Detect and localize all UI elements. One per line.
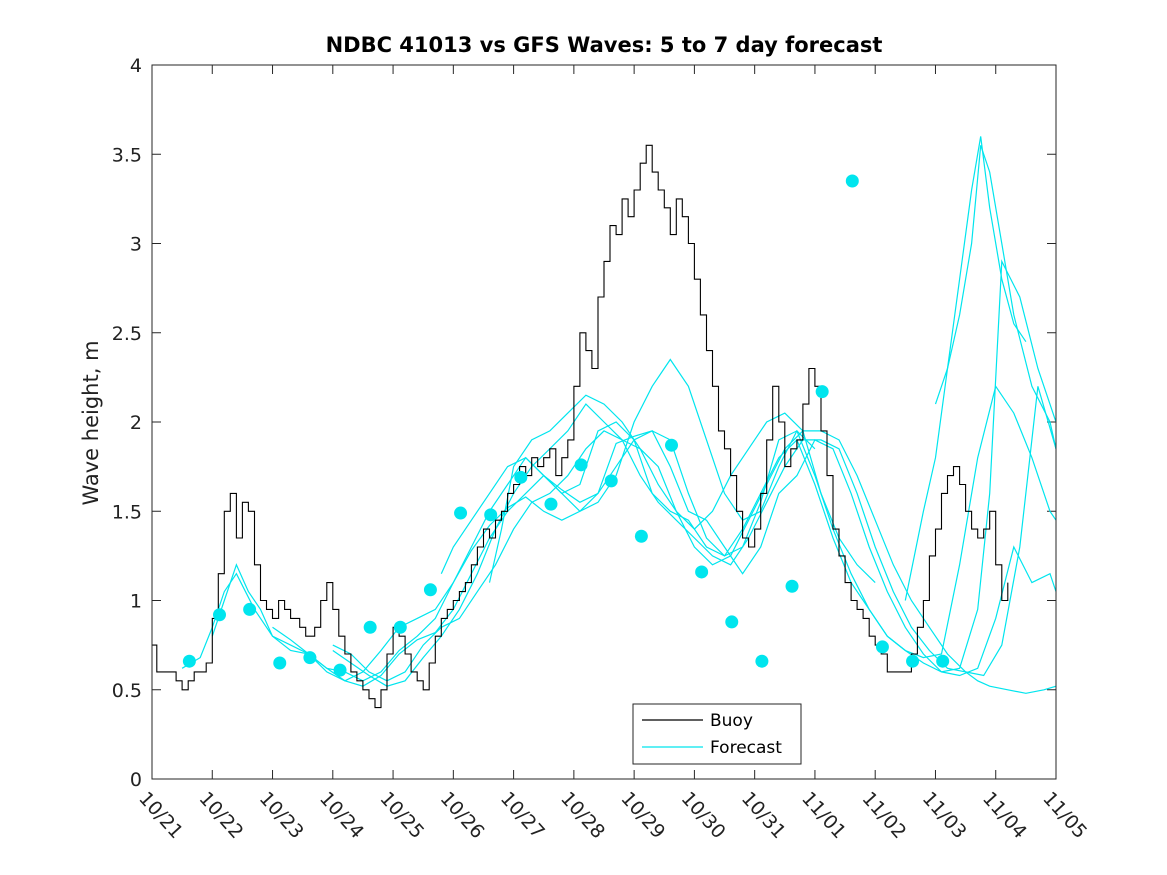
forecast-line bbox=[332, 403, 1056, 694]
x-tick-label: 11/04 bbox=[978, 788, 1031, 843]
y-tick-label: 2 bbox=[130, 412, 142, 434]
forecast-marker bbox=[936, 654, 950, 668]
forecast-marker bbox=[845, 174, 859, 188]
forecast-marker bbox=[514, 470, 528, 484]
x-tick-label: 11/01 bbox=[797, 788, 850, 843]
forecast-marker bbox=[815, 385, 829, 399]
forecast-marker bbox=[303, 651, 317, 665]
forecast-line bbox=[211, 259, 1056, 687]
x-tick-label: 10/26 bbox=[436, 788, 489, 843]
forecast-marker bbox=[273, 656, 287, 670]
forecast-line bbox=[904, 136, 1027, 601]
x-tick-label: 10/25 bbox=[375, 788, 428, 843]
x-tick-label: 11/03 bbox=[918, 788, 971, 843]
legend-buoy-label: Buoy bbox=[710, 711, 753, 731]
x-tick-label: 10/21 bbox=[134, 788, 187, 843]
y-tick-label: 1 bbox=[130, 591, 142, 613]
forecast-marker bbox=[574, 458, 588, 472]
chart-title: NDBC 41013 vs GFS Waves: 5 to 7 day fore… bbox=[326, 33, 883, 57]
x-tick-label: 10/31 bbox=[737, 788, 790, 843]
y-tick-label: 3 bbox=[130, 234, 142, 256]
x-tick-label: 10/24 bbox=[315, 788, 368, 843]
y-tick-label: 1.5 bbox=[112, 501, 142, 523]
x-tick-label: 10/30 bbox=[677, 788, 730, 843]
y-tick-label: 3.5 bbox=[112, 144, 142, 166]
forecast-marker bbox=[785, 579, 799, 593]
forecast-line bbox=[440, 358, 816, 574]
forecast-marker bbox=[333, 663, 347, 677]
y-tick-label: 4 bbox=[130, 55, 142, 77]
forecast-line bbox=[934, 145, 1056, 449]
forecast-line bbox=[488, 394, 876, 584]
y-axis-label: Wave height, m bbox=[79, 340, 103, 505]
forecast-marker bbox=[664, 438, 678, 452]
x-tick-label: 11/05 bbox=[1038, 788, 1091, 843]
y-tick-label: 0 bbox=[130, 769, 142, 791]
x-tick-label: 10/28 bbox=[556, 788, 609, 843]
forecast-marker bbox=[393, 620, 407, 634]
legend: Buoy Forecast bbox=[632, 703, 802, 765]
axes-frame bbox=[151, 64, 1057, 780]
forecast-marker bbox=[906, 654, 920, 668]
forecast-marker bbox=[454, 506, 468, 520]
x-tick-label: 10/23 bbox=[255, 788, 308, 843]
forecast-marker bbox=[604, 474, 618, 488]
x-tick-label: 10/22 bbox=[195, 788, 248, 843]
plot-area bbox=[152, 136, 1056, 709]
forecast-marker bbox=[695, 565, 709, 579]
forecast-marker bbox=[182, 654, 196, 668]
forecast-marker bbox=[243, 602, 257, 616]
x-tick-label: 11/02 bbox=[857, 788, 910, 843]
forecast-marker bbox=[634, 529, 648, 543]
forecast-marker bbox=[212, 608, 226, 622]
y-tick-label: 2.5 bbox=[112, 323, 142, 345]
x-tick-label: 10/27 bbox=[496, 788, 549, 843]
legend-forecast-label: Forecast bbox=[710, 738, 782, 758]
forecast-line bbox=[332, 386, 1056, 682]
forecast-marker bbox=[755, 654, 769, 668]
x-tick-label: 10/29 bbox=[616, 788, 669, 843]
forecast-marker bbox=[423, 583, 437, 597]
legend-box bbox=[632, 703, 802, 765]
forecast-line bbox=[272, 421, 1056, 682]
y-tick-label: 0.5 bbox=[112, 680, 142, 702]
forecast-marker bbox=[544, 497, 558, 511]
buoy-line bbox=[152, 144, 1009, 709]
forecast-marker bbox=[484, 508, 498, 522]
forecast-marker bbox=[725, 615, 739, 629]
forecast-marker bbox=[875, 640, 889, 654]
forecast-marker bbox=[363, 620, 377, 634]
